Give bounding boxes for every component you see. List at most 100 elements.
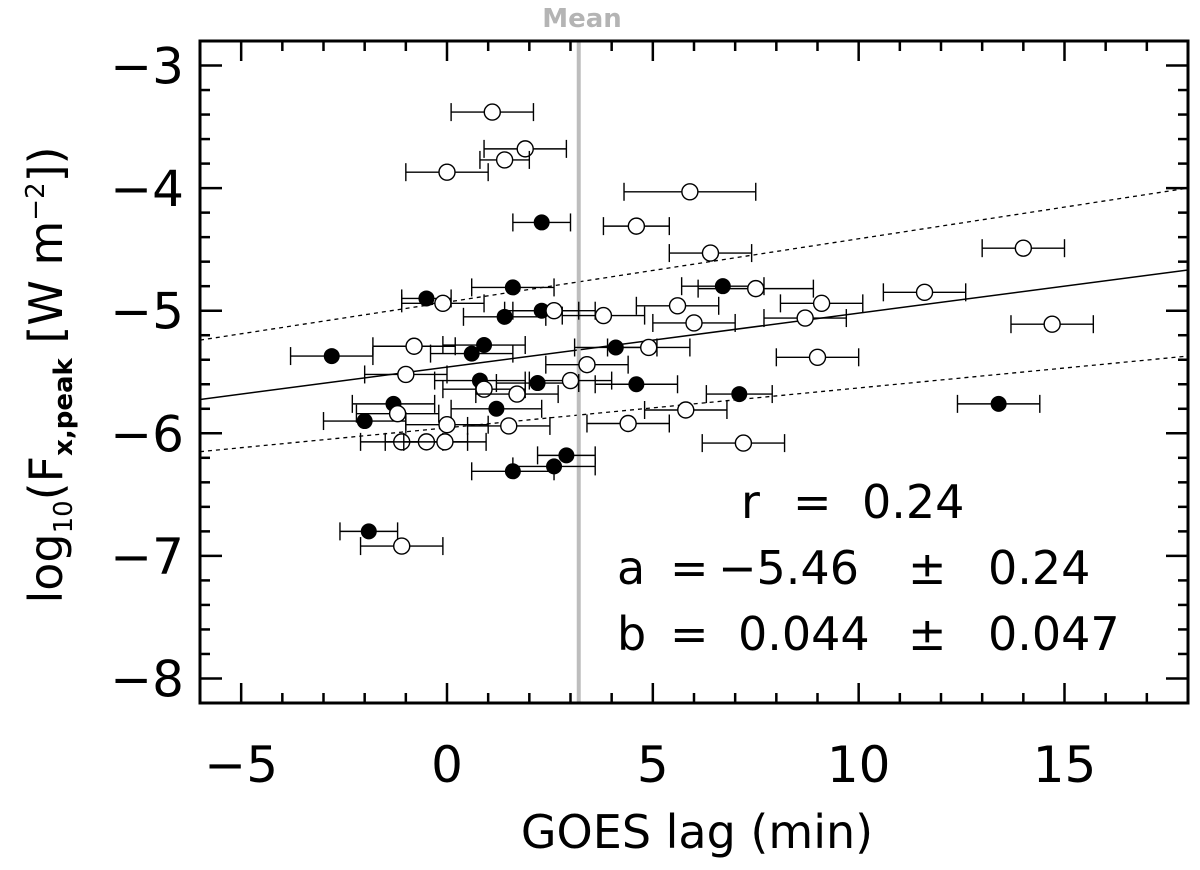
open-marker — [393, 537, 411, 555]
open-marker — [627, 217, 646, 235]
filled-marker — [529, 375, 546, 392]
filled-marker — [714, 278, 731, 295]
y-tick-label: −5 — [110, 283, 184, 341]
open-marker — [397, 365, 415, 384]
open-data-point-7 — [981, 239, 1066, 258]
fit-lower-bound — [200, 355, 1188, 453]
open-data-point-15 — [763, 309, 848, 328]
open-marker — [500, 417, 518, 435]
filled-marker — [731, 386, 748, 403]
filled-data-point-8 — [429, 344, 514, 363]
open-marker — [619, 414, 637, 433]
filled-marker — [356, 413, 373, 430]
x-tick-label: 10 — [827, 736, 891, 794]
open-marker — [701, 244, 720, 262]
stat-b-label: b — [617, 607, 646, 661]
open-marker — [388, 404, 407, 423]
y-axis-title-log: log — [19, 533, 73, 603]
open-marker — [405, 337, 423, 355]
stat-r-label: r — [741, 475, 760, 529]
stat-b-error: 0.047 — [988, 607, 1120, 661]
filled-marker — [533, 214, 550, 231]
stat-b-equals: = — [670, 607, 709, 661]
open-data-point-8 — [697, 279, 815, 298]
x-axis-title: GOES lag (min) — [521, 805, 873, 859]
filled-data-point-12 — [594, 375, 679, 394]
filled-marker — [360, 523, 377, 540]
y-axis-title-sup: −2 — [21, 182, 51, 220]
stat-a-label: a — [617, 541, 645, 595]
stat-b-value: 0.044 — [738, 607, 870, 661]
y-axis-title: log10(Fx,peak [W m−2]) — [19, 146, 79, 603]
open-data-point-28 — [586, 414, 670, 433]
open-marker — [681, 183, 699, 201]
open-marker — [594, 306, 613, 325]
filled-marker — [558, 447, 575, 464]
open-data-point-3 — [405, 163, 489, 182]
y-tick-label: −8 — [110, 650, 184, 708]
stat-a-error: 0.24 — [988, 541, 1090, 595]
filled-marker — [496, 308, 513, 325]
y-axis-title-sub: x,peak — [49, 357, 79, 455]
open-marker — [436, 433, 454, 451]
filled-data-point-14 — [956, 394, 1041, 413]
open-data-point-19 — [606, 338, 691, 357]
open-marker — [578, 355, 596, 374]
y-axis-title-units: [W m — [19, 221, 73, 358]
filled-marker — [546, 458, 563, 475]
open-data-point-17 — [1010, 315, 1095, 334]
open-marker — [685, 314, 703, 332]
filled-marker — [323, 348, 340, 365]
stat-r-value: 0.24 — [862, 475, 964, 529]
filled-data-point-6 — [289, 347, 374, 366]
y-tick-label: −4 — [110, 160, 184, 218]
y-axis-title-close: ]) — [19, 146, 73, 182]
open-marker — [812, 294, 831, 313]
filled-data-point-20 — [512, 457, 596, 476]
open-marker — [495, 151, 514, 169]
open-data-point-35 — [359, 537, 444, 556]
x-tick-label: 0 — [431, 736, 463, 794]
data-points — [289, 103, 1095, 556]
filled-data-point-17 — [450, 399, 543, 418]
open-marker — [438, 416, 456, 434]
filled-data-point-21 — [339, 522, 399, 541]
open-marker — [516, 140, 534, 158]
open-marker — [1043, 315, 1061, 333]
open-data-point-11 — [635, 296, 720, 315]
x-tick-label: −5 — [204, 736, 278, 794]
open-data-point-6 — [668, 244, 753, 263]
open-marker — [734, 434, 753, 452]
axes: −5 0 5 10 15 −3 −4 −5 −6 −7 −8 — [110, 38, 1190, 794]
x-tick-label: 15 — [1033, 736, 1097, 794]
filled-data-point-1 — [401, 289, 452, 308]
y-axis-title-log-sub: 10 — [49, 500, 79, 533]
plot-frame — [198, 39, 1190, 705]
open-marker — [434, 294, 452, 313]
filled-marker — [488, 400, 505, 417]
filled-data-point-13 — [705, 385, 773, 404]
open-marker — [561, 371, 580, 390]
stat-a-equals: = — [670, 541, 709, 595]
open-data-point-13 — [512, 301, 596, 320]
open-data-point-23 — [528, 371, 613, 390]
open-marker — [1014, 239, 1033, 257]
open-data-point-29 — [405, 415, 489, 434]
filled-data-point-0 — [512, 213, 572, 232]
open-marker — [438, 163, 456, 181]
open-data-point-34 — [701, 434, 786, 453]
open-data-point-21 — [545, 355, 629, 374]
filled-marker — [418, 290, 435, 307]
open-data-point-22 — [363, 365, 448, 384]
open-data-point-25 — [475, 385, 559, 404]
open-data-point-10 — [401, 294, 485, 313]
open-data-point-20 — [775, 348, 860, 367]
open-marker — [508, 385, 526, 403]
open-data-point-12 — [779, 294, 864, 313]
stat-b-pm: ± — [908, 607, 947, 661]
filled-data-point-18 — [536, 446, 596, 465]
stat-a-pm: ± — [908, 541, 947, 595]
open-marker — [808, 348, 827, 366]
filled-data-point-2 — [471, 278, 555, 297]
